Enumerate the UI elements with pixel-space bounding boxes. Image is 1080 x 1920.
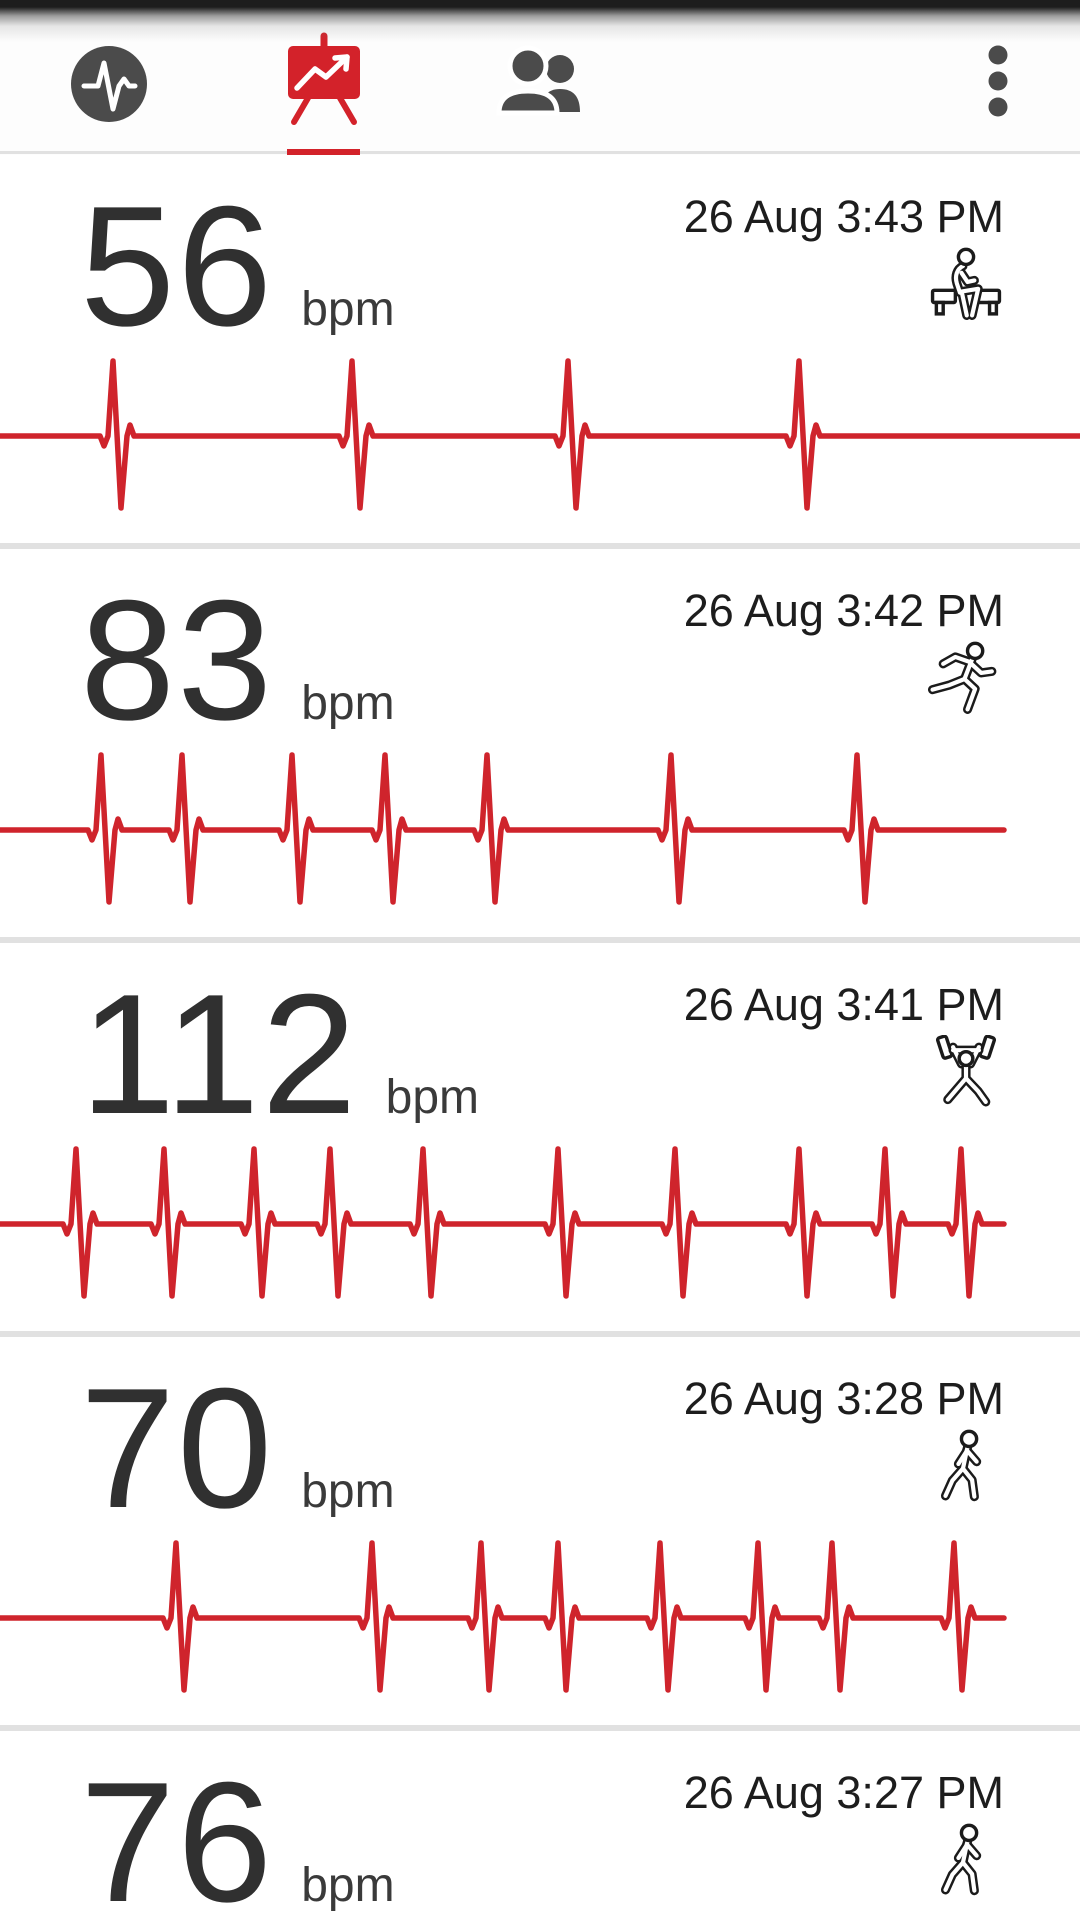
bpm-unit: bpm xyxy=(385,1071,479,1124)
measurement-row[interactable]: 112 bpm 26 Aug 3:41 PM xyxy=(0,943,1080,1337)
selected-tab-indicator xyxy=(287,149,360,155)
bpm-value: 56 xyxy=(80,171,275,362)
bpm-unit: bpm xyxy=(301,677,395,730)
measurement-timestamp: 26 Aug 3:43 PM xyxy=(683,191,1004,242)
ecg-waveform xyxy=(0,752,1007,905)
bpm-unit: bpm xyxy=(301,283,395,336)
toolbar-icons-canvas xyxy=(71,32,1008,125)
measurement-timestamp: 26 Aug 3:42 PM xyxy=(683,585,1004,636)
bpm-value: 70 xyxy=(80,1353,275,1544)
heart-rate-reading: 56 bpm xyxy=(80,181,395,352)
measurement-row[interactable]: 76 bpm 26 Aug 3:27 PM xyxy=(0,1731,1080,1920)
measurement-timestamp: 26 Aug 3:41 PM xyxy=(683,979,1004,1030)
activity-icon-walking xyxy=(928,1823,1004,1899)
bpm-value: 112 xyxy=(80,959,359,1150)
tab-history[interactable] xyxy=(264,30,384,148)
bpm-value: 76 xyxy=(80,1747,275,1920)
overflow-menu-button[interactable] xyxy=(958,30,1038,140)
tab-profiles[interactable] xyxy=(480,30,600,148)
heart-rate-reading: 83 bpm xyxy=(80,575,395,746)
toolbar xyxy=(0,0,1080,155)
ecg-waveform xyxy=(0,1146,1007,1299)
measurement-row[interactable]: 83 bpm 26 Aug 3:42 PM xyxy=(0,549,1080,943)
heart-rate-reading: 76 bpm xyxy=(80,1757,395,1920)
chart-easel-icon xyxy=(288,32,360,125)
ecg-waveform xyxy=(0,1540,1007,1693)
measurement-list: 56 bpm 26 Aug 3:43 PM 83 bpm 26 Aug 3:42… xyxy=(0,155,1080,1920)
activity-icon-sitting xyxy=(928,247,1004,323)
bpm-unit: bpm xyxy=(301,1465,395,1518)
heart-rate-reading: 70 bpm xyxy=(80,1363,395,1534)
measurement-timestamp: 26 Aug 3:28 PM xyxy=(683,1373,1004,1424)
activity-icon-running xyxy=(928,641,1004,717)
heart-rate-reading: 112 bpm xyxy=(80,969,479,1140)
measurement-timestamp: 26 Aug 3:27 PM xyxy=(683,1767,1004,1818)
toolbar-divider xyxy=(0,151,1080,154)
measurement-row[interactable]: 56 bpm 26 Aug 3:43 PM xyxy=(0,155,1080,549)
three-dot-menu-icon xyxy=(988,45,1008,117)
pulse-circle-icon xyxy=(71,46,147,122)
activity-icon-weightlifting xyxy=(928,1034,1004,1111)
people-icon xyxy=(496,45,580,116)
tab-measure[interactable] xyxy=(49,30,169,148)
measurement-row[interactable]: 70 bpm 26 Aug 3:28 PM xyxy=(0,1337,1080,1731)
bpm-unit: bpm xyxy=(301,1859,395,1912)
activity-icon-walking xyxy=(928,1429,1004,1505)
ecg-waveform xyxy=(0,358,1080,511)
bpm-value: 83 xyxy=(80,565,275,756)
